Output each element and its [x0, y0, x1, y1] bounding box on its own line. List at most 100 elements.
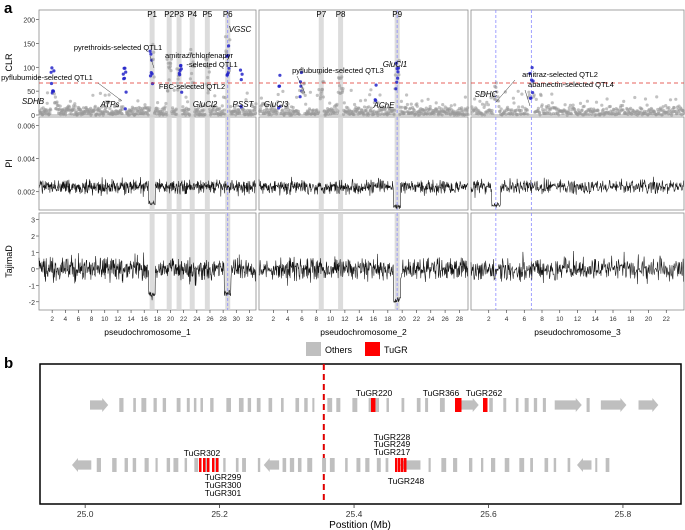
clr-point-selected: [49, 81, 54, 86]
clr-point: [189, 47, 193, 52]
x-tick-label: 2: [487, 316, 491, 323]
clr-point: [208, 107, 212, 111]
clr-point: [297, 112, 301, 116]
clr-point: [48, 111, 52, 115]
clr-point-selected: [123, 107, 127, 111]
other-gene: [322, 458, 327, 472]
x-tick-label: 16: [141, 316, 149, 323]
clr-point: [136, 99, 140, 103]
annotation-pointer: [524, 89, 531, 107]
other-gene: [242, 458, 246, 472]
clr-point: [223, 112, 227, 116]
other-gene: [453, 458, 458, 472]
clr-point: [557, 113, 561, 117]
y-tick-label: -1: [29, 283, 35, 290]
clr-point-selected: [150, 72, 154, 76]
tugr-label: TuGR300: [205, 480, 242, 490]
tugr-label: TuGR366: [423, 388, 460, 398]
peak-band: [394, 213, 400, 310]
other-gene: [223, 458, 226, 472]
clr-point: [511, 96, 515, 100]
clr-point: [480, 102, 485, 106]
clr-point: [532, 93, 536, 97]
x-tick-label: 24: [193, 316, 201, 323]
clr-point: [70, 112, 74, 116]
other-gene: [595, 458, 598, 472]
other-gene: [533, 398, 538, 412]
chromosome-label: pseudochromosome_3: [534, 327, 621, 337]
clr-point: [496, 95, 500, 99]
clr-point: [426, 97, 430, 101]
clr-point: [405, 102, 409, 107]
peak-label-P6: P6: [223, 10, 233, 19]
clr-point: [538, 113, 542, 117]
peak-band: [189, 213, 195, 310]
clr-point: [132, 109, 136, 113]
other-gene: [307, 458, 313, 472]
clr-point: [319, 95, 323, 99]
clr-point: [660, 113, 665, 117]
clr-point: [412, 108, 416, 112]
clr-point: [569, 112, 574, 116]
other-gene: [173, 458, 179, 472]
tugr-gene: [199, 458, 202, 472]
other-gene: [90, 398, 109, 412]
clr-point: [120, 112, 124, 116]
clr-point-selected: [298, 95, 302, 99]
x-tick-label: 12: [341, 316, 349, 323]
clr-point: [303, 93, 307, 97]
clr-point: [621, 108, 625, 112]
clr-point: [540, 103, 544, 107]
panel-b-letter: b: [4, 355, 13, 372]
clr-point: [601, 107, 606, 112]
clr-point: [682, 111, 685, 115]
clr-point: [341, 87, 345, 91]
qtl-annotation: abamectin-selected QTL4: [528, 80, 614, 89]
clr-point: [91, 93, 95, 97]
other-gene: [401, 398, 405, 412]
clr-point: [667, 106, 671, 110]
other-gene: [96, 458, 101, 472]
clr-point-selected: [148, 49, 152, 53]
x-tick-label: 25.4: [346, 509, 363, 519]
clr-point-selected: [178, 73, 182, 77]
clr-point: [661, 105, 665, 109]
clr-point: [253, 111, 258, 115]
clr-point-selected: [240, 72, 244, 76]
other-gene: [257, 458, 261, 472]
track-label-CLR: CLR: [4, 53, 14, 72]
clr-point: [353, 102, 357, 107]
legend-label-Others: Others: [325, 345, 353, 355]
peak-label-P3: P3: [174, 10, 184, 19]
clr-point: [605, 107, 609, 111]
clr-point: [319, 92, 323, 96]
peak-band: [189, 117, 195, 210]
clr-point-selected: [299, 84, 303, 88]
clr-point: [199, 105, 203, 109]
tugr-gene: [485, 398, 488, 412]
clr-point: [491, 112, 495, 116]
other-gene: [468, 458, 473, 472]
other-gene: [567, 458, 571, 472]
clr-point: [331, 108, 335, 112]
clr-point-selected: [124, 70, 128, 74]
clr-point: [594, 113, 598, 117]
x-tick-label: 26: [206, 316, 214, 323]
clr-point: [317, 88, 321, 92]
tugr-gene: [203, 458, 206, 472]
annotation-pointer: [296, 75, 306, 94]
clr-point: [405, 93, 409, 97]
clr-point: [176, 88, 180, 92]
other-gene: [524, 398, 529, 412]
series-PI: [38, 176, 256, 206]
other-gene: [375, 398, 380, 412]
clr-point: [367, 105, 371, 109]
clr-point: [439, 107, 443, 111]
other-gene: [586, 398, 590, 412]
clr-point: [296, 109, 300, 113]
clr-point: [525, 108, 529, 112]
qtl-annotation: pyrethroids-selected QTL1: [74, 43, 162, 52]
clr-point: [220, 104, 224, 108]
clr-point: [668, 98, 673, 102]
clr-point: [259, 107, 263, 111]
